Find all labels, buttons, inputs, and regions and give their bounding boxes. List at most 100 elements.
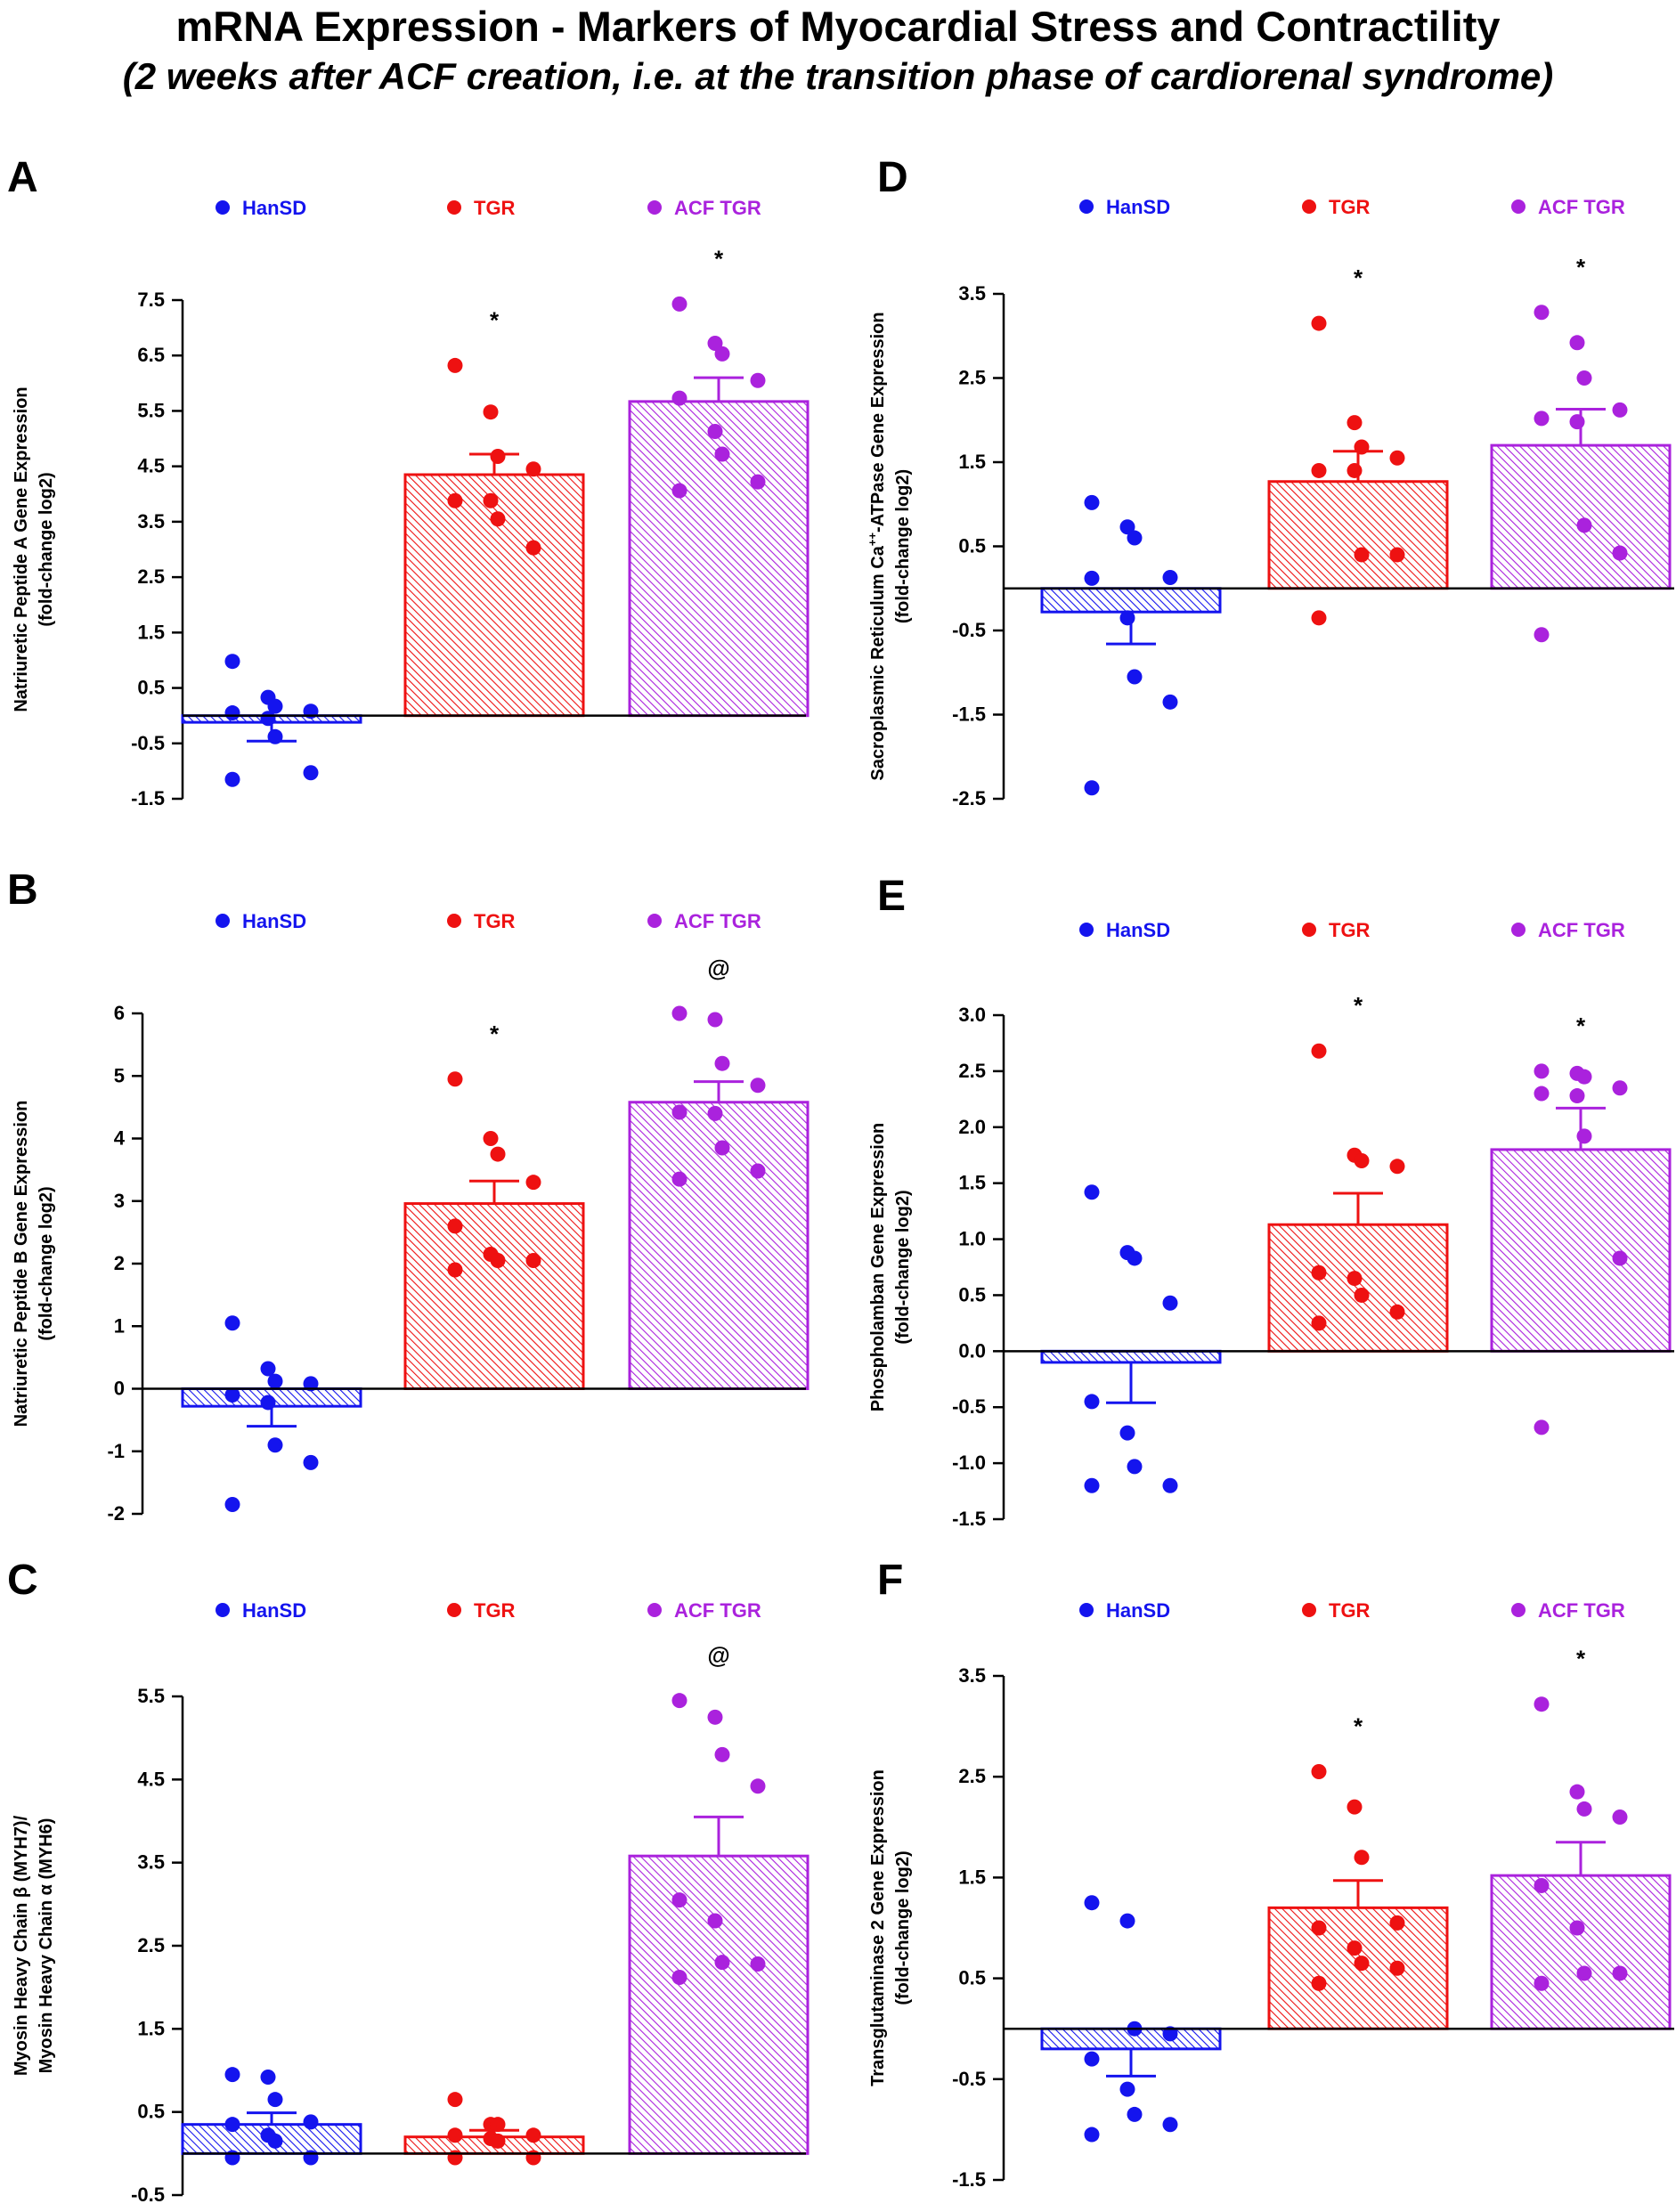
panel-e-y-label-line-1: Phospholamban Gene Expression [868, 1123, 888, 1412]
panel-a-y-tick-label-0: -1.5 [131, 787, 165, 809]
panel-f-y-label-line-1: Transglutaminase 2 Gene Expression [868, 1769, 888, 2086]
panel-b-point-2-6 [714, 1140, 730, 1156]
panel-a-legend-marker-0 [216, 200, 230, 215]
panel-c-legend-marker-0 [216, 1603, 230, 1617]
panel-b-point-2-4 [671, 1104, 687, 1120]
panel-e-legend-label-0: HanSD [1106, 919, 1170, 941]
panel-d-legend-label-2: ACF TGR [1538, 196, 1625, 218]
panel-e-letter: E [877, 873, 906, 920]
panel-c-y-label-line-1: Myosin Heavy Chain β (MYH7)/ [12, 1815, 31, 2076]
panel-c-legend-label-0: HanSD [242, 1599, 306, 1622]
panel-e-y-tick-label-3: 0.0 [958, 1339, 986, 1362]
panel-e-y-tick-label-5: 1.0 [958, 1228, 986, 1250]
panel-f-chart: F HanSD TGR ACF TGR -1.5 -0.5 0.5 1.5 2.5 3.5 Tran… [868, 1557, 1674, 2191]
panel-c-legend-marker-2 [647, 1603, 662, 1617]
panel-b-point-1-7 [525, 1252, 541, 1268]
panel-b-y-tick-label-2: 0 [114, 1378, 125, 1400]
panel-e-y-tick-label-7: 2.0 [958, 1116, 986, 1138]
panel-f-y-tick-label-1: -0.5 [952, 2068, 986, 2090]
panel-b-legend-marker-1 [447, 914, 461, 928]
panel-d-chart: D HanSD TGR ACF TGR -2.5 -1.5 -0.5 0.5 1.5 2.5 3.5… [866, 154, 1674, 809]
panel-c-legend-marker-1 [447, 1603, 461, 1617]
panel-c-point-2-4 [671, 1892, 687, 1908]
panel-e-point-1-5 [1346, 1271, 1363, 1287]
panel-c-point-2-6 [714, 1955, 730, 1971]
panel-e-significance-2: * [1576, 1012, 1586, 1039]
panel-a-point-1-0 [447, 357, 463, 373]
panel-d-point-1-2 [1354, 439, 1370, 455]
panel-b-y-tick-label-3: 1 [114, 1314, 125, 1337]
panel-e-point-1-7 [1389, 1304, 1405, 1320]
panel-d-letter: D [877, 154, 908, 201]
panel-d-point-0-0 [1084, 494, 1100, 510]
panel-a-point-0-5 [260, 711, 276, 727]
panel-b-point-1-0 [447, 1071, 463, 1087]
panel-f-bar-2 [1490, 1874, 1672, 2030]
panel-e-y-tick-label-6: 1.5 [958, 1172, 986, 1194]
panel-b-point-0-6 [267, 1437, 283, 1453]
panel-f-point-2-5 [1569, 1920, 1585, 1936]
panel-a-y-tick-label-9: 7.5 [137, 289, 165, 311]
panel-d-point-2-0 [1534, 305, 1550, 321]
panel-a-point-2-4 [671, 390, 687, 406]
panel-b-y-tick-label-6: 4 [114, 1127, 126, 1150]
panel-a-point-1-4 [447, 492, 463, 508]
panel-d-point-1-8 [1311, 610, 1327, 626]
panel-f-point-0-6 [1127, 2106, 1143, 2122]
panel-a-y-tick-label-5: 3.5 [137, 510, 165, 533]
panel-a-legend-label-0: HanSD [242, 197, 306, 219]
panel-d-point-0-3 [1162, 569, 1178, 585]
panel-f-point-1-2 [1354, 1850, 1370, 1866]
panel-a-point-1-1 [483, 404, 499, 420]
panel-a-bar-1 [403, 473, 585, 718]
panel-c-point-1-0 [447, 2092, 463, 2108]
panel-b-point-1-8 [447, 1262, 463, 1278]
panel-e-legend-label-1: TGR [1329, 919, 1371, 941]
panel-f-legend-label-2: ACF TGR [1538, 1599, 1625, 1622]
panel-c-point-0-0 [224, 2067, 240, 2083]
panel-d-y-tick-label-3: 0.5 [958, 535, 986, 557]
panel-d-legend-marker-0 [1079, 199, 1094, 214]
panel-a-point-0-4 [224, 705, 240, 721]
panel-d-legend-label-0: HanSD [1106, 196, 1170, 218]
panel-a-point-2-8 [671, 483, 687, 499]
panel-d-point-0-4 [1084, 570, 1100, 586]
panel-c-point-1-3 [525, 2127, 541, 2143]
panel-f-point-1-6 [1354, 1956, 1370, 1972]
panel-c-point-1-7 [525, 2150, 541, 2166]
panel-c-point-0-7 [303, 2150, 319, 2166]
panel-b-point-2-5 [707, 1105, 723, 1121]
panel-f-point-1-1 [1346, 1799, 1363, 1815]
panel-c-point-2-0 [671, 1693, 687, 1709]
panel-d-y-tick-label-5: 2.5 [958, 367, 986, 389]
panel-a-legend-marker-1 [447, 200, 461, 215]
panel-e-point-0-8 [1084, 1477, 1100, 1493]
panel-f-point-1-4 [1311, 1920, 1327, 1936]
panel-c-y-tick-label-0: -0.5 [131, 2184, 165, 2206]
panel-c-point-1-2 [490, 2117, 506, 2133]
panel-a-point-2-3 [750, 372, 766, 388]
panel-a-point-2-2 [714, 346, 730, 362]
panel-e-point-1-0 [1311, 1043, 1327, 1059]
panel-a-point-2-6 [714, 446, 730, 462]
panel-b-point-0-8 [224, 1496, 240, 1512]
panel-e-point-2-4 [1534, 1086, 1550, 1102]
panel-a-point-0-6 [267, 728, 283, 744]
panel-b-point-0-4 [224, 1387, 240, 1403]
panel-d-legend-label-1: TGR [1329, 196, 1371, 218]
panel-f-point-1-0 [1311, 1764, 1327, 1780]
panel-d-legend-marker-1 [1302, 199, 1316, 214]
panel-a-y-tick-label-4: 2.5 [137, 565, 165, 588]
panel-a-y-label-line-2: (fold-change log2) [37, 472, 56, 626]
panel-b-legend-marker-0 [216, 914, 230, 928]
panel-f-point-0-7 [1162, 2117, 1178, 2133]
panel-e-y-label-line-2: (fold-change log2) [893, 1190, 913, 1344]
panel-c-point-1-4 [447, 2127, 463, 2143]
panel-e-point-0-5 [1119, 1425, 1135, 1441]
panel-c-legend-label-2: ACF TGR [674, 1599, 761, 1622]
panel-e-point-0-7 [1162, 1477, 1178, 1493]
panel-c-bar-2 [628, 1854, 810, 2155]
panel-e-bar-0 [1040, 1349, 1222, 1364]
panel-f-letter: F [877, 1557, 903, 1604]
panel-b-y-tick-label-7: 5 [114, 1064, 125, 1086]
